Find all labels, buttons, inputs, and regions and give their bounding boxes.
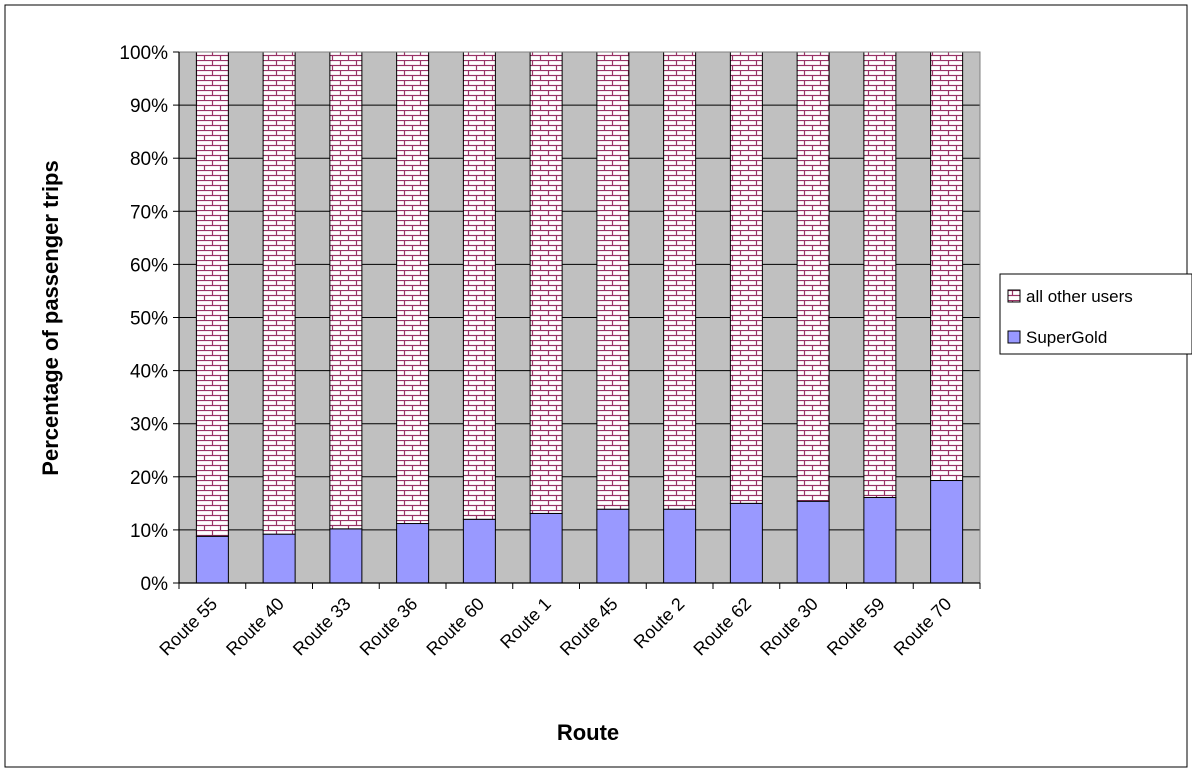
bar-all-other-users-route-1: [529, 51, 563, 514]
y-tick-label: 20%: [130, 468, 168, 489]
y-tick-label: 10%: [130, 521, 168, 542]
bar-all-other-users-route-55: [195, 51, 229, 537]
bar-all-other-users-route-62: [729, 51, 763, 504]
bar-supergold-route-36: [396, 523, 430, 584]
bar-supergold-route-1: [529, 512, 563, 584]
y-tick-label: 100%: [119, 43, 168, 64]
bar-all-other-users-route-59: [863, 51, 897, 499]
bar-supergold-route-60: [462, 518, 496, 584]
bar-all-other-users-route-40: [262, 51, 296, 535]
legend-label-supergold: SuperGold: [1026, 328, 1107, 347]
bar-supergold-route-30: [796, 500, 830, 584]
bar-supergold-route-55: [195, 535, 229, 584]
legend: all other users SuperGold: [999, 273, 1192, 355]
y-tick-label: 30%: [130, 415, 168, 436]
bar-all-other-users-route-70: [930, 51, 964, 482]
bar-supergold-route-62: [729, 502, 763, 584]
legend-item-supergold: SuperGold: [1007, 328, 1107, 347]
bar-all-other-users-route-45: [596, 51, 630, 510]
y-tick-label: 0%: [141, 574, 169, 595]
bar-all-other-users-route-30: [796, 51, 830, 502]
y-tick-label: 90%: [130, 96, 168, 117]
y-axis-title: Percentage of passenger trips: [38, 160, 63, 475]
y-tick-label: 40%: [130, 362, 168, 383]
legend-swatch-all-other-users: [1007, 289, 1021, 303]
legend-box: [999, 273, 1192, 355]
legend-label-all-other-users: all other users: [1026, 287, 1133, 306]
y-tick-label: 80%: [130, 149, 168, 170]
bar-supergold-route-59: [863, 497, 897, 584]
plot-area: [178, 51, 981, 584]
bar-supergold-route-2: [663, 508, 697, 584]
bar-supergold-route-70: [930, 480, 964, 584]
bar-supergold-route-33: [329, 528, 363, 584]
bar-supergold-route-45: [596, 508, 630, 584]
y-tick-label: 50%: [130, 309, 168, 330]
legend-swatch-supergold: [1007, 330, 1021, 344]
y-tick-label: 60%: [130, 255, 168, 276]
x-axis-title: Route: [557, 720, 619, 745]
y-tick-label: 70%: [130, 202, 168, 223]
bar-all-other-users-route-33: [329, 51, 363, 530]
bar-all-other-users-route-60: [462, 51, 496, 520]
bar-all-other-users-route-36: [396, 51, 430, 525]
bar-supergold-route-40: [262, 533, 296, 584]
legend-item-all-other-users: all other users: [1007, 287, 1133, 306]
bar-all-other-users-route-2: [663, 51, 697, 510]
